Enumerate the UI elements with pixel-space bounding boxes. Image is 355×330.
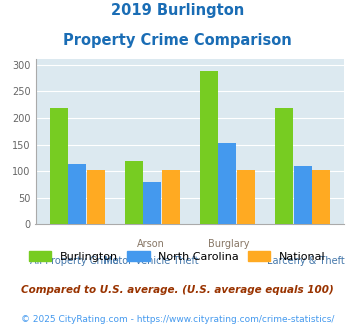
Text: Larceny & Theft: Larceny & Theft	[267, 256, 345, 266]
Bar	[294, 166, 312, 224]
Bar	[237, 170, 255, 224]
Bar	[125, 160, 143, 224]
Legend: Burlington, North Carolina, National: Burlington, North Carolina, National	[29, 251, 326, 262]
Text: Burglary: Burglary	[208, 239, 249, 249]
Bar	[275, 108, 293, 224]
Bar	[143, 182, 162, 224]
Bar	[68, 164, 86, 224]
Bar	[312, 170, 330, 224]
Text: Compared to U.S. average. (U.S. average equals 100): Compared to U.S. average. (U.S. average …	[21, 285, 334, 295]
Text: Property Crime Comparison: Property Crime Comparison	[63, 33, 292, 48]
Bar	[200, 71, 218, 224]
Text: Motor Vehicle Theft: Motor Vehicle Theft	[104, 256, 199, 266]
Bar	[87, 170, 105, 224]
Bar	[218, 144, 236, 224]
Text: All Property Crime: All Property Crime	[30, 256, 119, 266]
Bar	[162, 170, 180, 224]
Bar	[50, 108, 67, 224]
Text: © 2025 CityRating.com - https://www.cityrating.com/crime-statistics/: © 2025 CityRating.com - https://www.city…	[21, 315, 334, 324]
Text: Arson: Arson	[137, 239, 165, 249]
Text: 2019 Burlington: 2019 Burlington	[111, 3, 244, 18]
